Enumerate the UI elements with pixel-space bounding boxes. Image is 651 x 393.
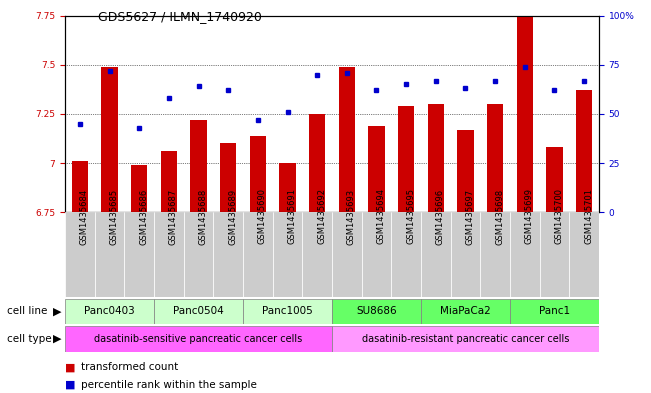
Bar [65,299,154,324]
Text: GSM1435699: GSM1435699 [525,189,534,244]
Bar [517,0,533,212]
Text: GSM1435688: GSM1435688 [199,188,208,244]
Text: SU8686: SU8686 [356,307,397,316]
Bar [161,151,177,212]
Text: GSM1435686: GSM1435686 [139,188,148,244]
Text: GSM1435692: GSM1435692 [317,189,326,244]
Text: cell line: cell line [7,307,47,316]
Bar [131,165,147,212]
Text: GSM1435689: GSM1435689 [229,188,237,244]
Bar [102,67,118,212]
Text: GSM1435694: GSM1435694 [376,189,385,244]
Text: GSM1435696: GSM1435696 [436,188,445,244]
Bar [250,136,266,212]
Bar [510,212,540,297]
Text: Panc0403: Panc0403 [84,307,135,316]
Bar [368,126,385,212]
Text: transformed count: transformed count [81,362,178,373]
Bar [220,143,236,212]
Bar [190,120,207,212]
Text: GSM1435690: GSM1435690 [258,189,267,244]
Bar [332,299,421,324]
Text: GSM1435698: GSM1435698 [495,188,504,244]
Bar [398,106,414,212]
Bar [243,299,332,324]
Bar [457,130,474,212]
Text: ■: ■ [65,380,76,390]
Text: GSM1435695: GSM1435695 [406,189,415,244]
Text: GDS5627 / ILMN_1740920: GDS5627 / ILMN_1740920 [98,10,262,23]
Text: ■: ■ [65,362,76,373]
Bar [65,326,332,352]
Text: Panc0504: Panc0504 [173,307,224,316]
Text: GSM1435701: GSM1435701 [584,189,593,244]
Bar [332,212,362,297]
Text: ▶: ▶ [53,334,62,344]
Bar [391,212,421,297]
Text: MiaPaCa2: MiaPaCa2 [440,307,491,316]
Bar [487,104,503,212]
Bar [421,299,510,324]
Bar [302,212,332,297]
Text: cell type: cell type [7,334,51,344]
Bar [450,212,480,297]
Bar [540,212,569,297]
Text: Panc1005: Panc1005 [262,307,313,316]
Bar [428,104,444,212]
Text: GSM1435684: GSM1435684 [80,188,89,244]
Text: GSM1435687: GSM1435687 [169,188,178,244]
Bar [309,114,326,212]
Bar [332,326,599,352]
Bar [362,212,391,297]
Text: Panc1: Panc1 [539,307,570,316]
Bar [421,212,450,297]
Text: dasatinib-resistant pancreatic cancer cells: dasatinib-resistant pancreatic cancer ce… [362,334,569,344]
Bar [184,212,214,297]
Bar [510,299,599,324]
Text: GSM1435691: GSM1435691 [288,189,296,244]
Bar [279,163,296,212]
Bar [546,147,562,212]
Bar [243,212,273,297]
Text: GSM1435693: GSM1435693 [347,188,356,244]
Bar [154,212,184,297]
Bar [273,212,302,297]
Text: GSM1435685: GSM1435685 [109,188,118,244]
Text: percentile rank within the sample: percentile rank within the sample [81,380,257,390]
Text: dasatinib-sensitive pancreatic cancer cells: dasatinib-sensitive pancreatic cancer ce… [94,334,303,344]
Bar [95,212,124,297]
Bar [576,90,592,212]
Bar [65,212,95,297]
Bar [214,212,243,297]
Bar [72,161,88,212]
Bar [154,299,243,324]
Text: GSM1435697: GSM1435697 [465,188,475,244]
Bar [124,212,154,297]
Bar [569,212,599,297]
Bar [480,212,510,297]
Text: GSM1435700: GSM1435700 [555,189,563,244]
Bar [339,67,355,212]
Text: ▶: ▶ [53,307,62,316]
